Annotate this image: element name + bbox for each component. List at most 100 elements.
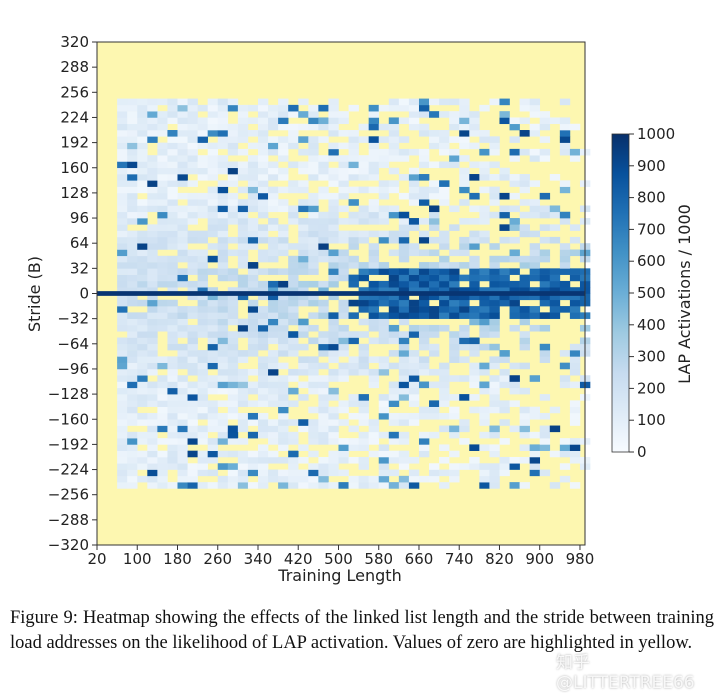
heatmap-cell <box>237 368 249 376</box>
heatmap-cell <box>449 406 460 414</box>
heatmap-cell <box>429 274 440 282</box>
heatmap-cell <box>227 274 239 282</box>
heatmap-cell <box>529 148 541 156</box>
heatmap-cell <box>127 174 138 181</box>
heatmap-cell <box>167 312 178 319</box>
heatmap-cell <box>469 274 480 282</box>
heatmap-cell <box>117 368 128 376</box>
heatmap-cell <box>378 148 390 156</box>
heatmap-cell <box>459 174 470 181</box>
heatmap-cell <box>569 368 581 376</box>
heatmap-cell <box>408 419 420 426</box>
heatmap-cell <box>288 280 299 288</box>
heatmap-cell <box>338 167 349 175</box>
heatmap-cell <box>509 218 520 225</box>
heatmap-cell <box>408 123 420 131</box>
heatmap-cell <box>217 387 229 395</box>
heatmap-cell <box>197 161 208 169</box>
heatmap-cell <box>469 230 480 238</box>
heatmap-cell <box>479 324 490 332</box>
heatmap-cell <box>147 337 158 345</box>
heatmap-cell <box>278 123 289 131</box>
heatmap-cell <box>227 469 239 477</box>
heatmap-cell <box>247 174 259 181</box>
heatmap-cell <box>197 280 208 288</box>
heatmap-cell <box>167 463 178 470</box>
heatmap-cell <box>308 255 319 263</box>
heatmap-cell <box>348 262 359 269</box>
heatmap-cell <box>288 287 299 294</box>
heatmap-cell <box>187 205 198 213</box>
heatmap-cell <box>167 343 178 351</box>
heatmap-cell <box>278 381 289 389</box>
heatmap-cell <box>469 174 480 181</box>
heatmap-cell <box>559 142 571 150</box>
heatmap-cell <box>257 362 269 370</box>
x-tick-label: 20 <box>87 550 106 568</box>
heatmap-cell <box>318 394 329 401</box>
colorbar-tick-label: 100 <box>637 411 666 429</box>
heatmap-cell <box>378 211 390 219</box>
heatmap-cell <box>328 180 339 187</box>
heatmap-cell <box>207 293 219 301</box>
heatmap-cell <box>489 280 500 288</box>
heatmap-cell <box>318 218 329 225</box>
heatmap-cell <box>368 161 380 169</box>
heatmap-cell <box>338 306 349 313</box>
heatmap-cell <box>227 400 239 407</box>
heatmap-cell <box>237 230 249 238</box>
heatmap-cell <box>177 406 188 414</box>
heatmap-cell <box>569 350 581 357</box>
colorbar-tick-label: 600 <box>637 252 666 270</box>
heatmap-cell <box>127 192 138 200</box>
x-tick-label: 260 <box>203 550 232 568</box>
heatmap-cell <box>127 431 138 439</box>
heatmap-cell <box>509 293 520 301</box>
heatmap-cell <box>408 167 420 175</box>
heatmap-cell <box>167 174 178 181</box>
heatmap-cell <box>539 350 551 357</box>
heatmap-cell <box>489 274 500 282</box>
heatmap-cell <box>469 406 480 414</box>
heatmap-cell <box>449 356 460 363</box>
heatmap-cell <box>237 475 249 483</box>
heatmap-cell <box>509 456 520 464</box>
heatmap-cell <box>449 331 460 338</box>
heatmap-cell <box>529 255 541 263</box>
heatmap-cell <box>257 419 269 426</box>
heatmap-cell <box>127 180 138 187</box>
heatmap-cell <box>358 482 369 489</box>
heatmap-cell <box>207 312 219 319</box>
heatmap-cell <box>177 343 188 351</box>
heatmap-cell <box>489 362 500 370</box>
heatmap-cell <box>449 205 460 213</box>
heatmap-cell <box>418 337 430 345</box>
heatmap-cell <box>147 312 158 319</box>
heatmap-cell <box>157 262 168 269</box>
heatmap-cell <box>378 161 390 169</box>
heatmap-cell <box>519 186 530 194</box>
heatmap-cell <box>157 268 168 275</box>
heatmap-cell <box>519 274 530 282</box>
heatmap-cell <box>549 224 561 231</box>
heatmap-cell <box>439 274 450 282</box>
heatmap-cell <box>167 230 178 238</box>
heatmap-cell <box>459 425 470 433</box>
heatmap-cell <box>127 268 138 275</box>
heatmap-cell <box>449 268 460 275</box>
heatmap-cell <box>318 387 329 395</box>
heatmap-cell <box>519 148 530 156</box>
heatmap-cell <box>439 306 450 313</box>
heatmap-cell <box>207 350 219 357</box>
heatmap-cell <box>308 406 319 414</box>
heatmap-cell <box>489 318 500 326</box>
y-tick-label: −64 <box>57 335 89 353</box>
heatmap-cell <box>368 230 380 238</box>
heatmap-cell <box>197 412 208 420</box>
heatmap-cell <box>237 205 249 213</box>
heatmap-cell <box>227 350 239 357</box>
heatmap-cell <box>469 117 480 125</box>
heatmap-cell <box>499 192 510 200</box>
heatmap-cell <box>549 117 561 125</box>
heatmap-cell <box>559 350 571 357</box>
